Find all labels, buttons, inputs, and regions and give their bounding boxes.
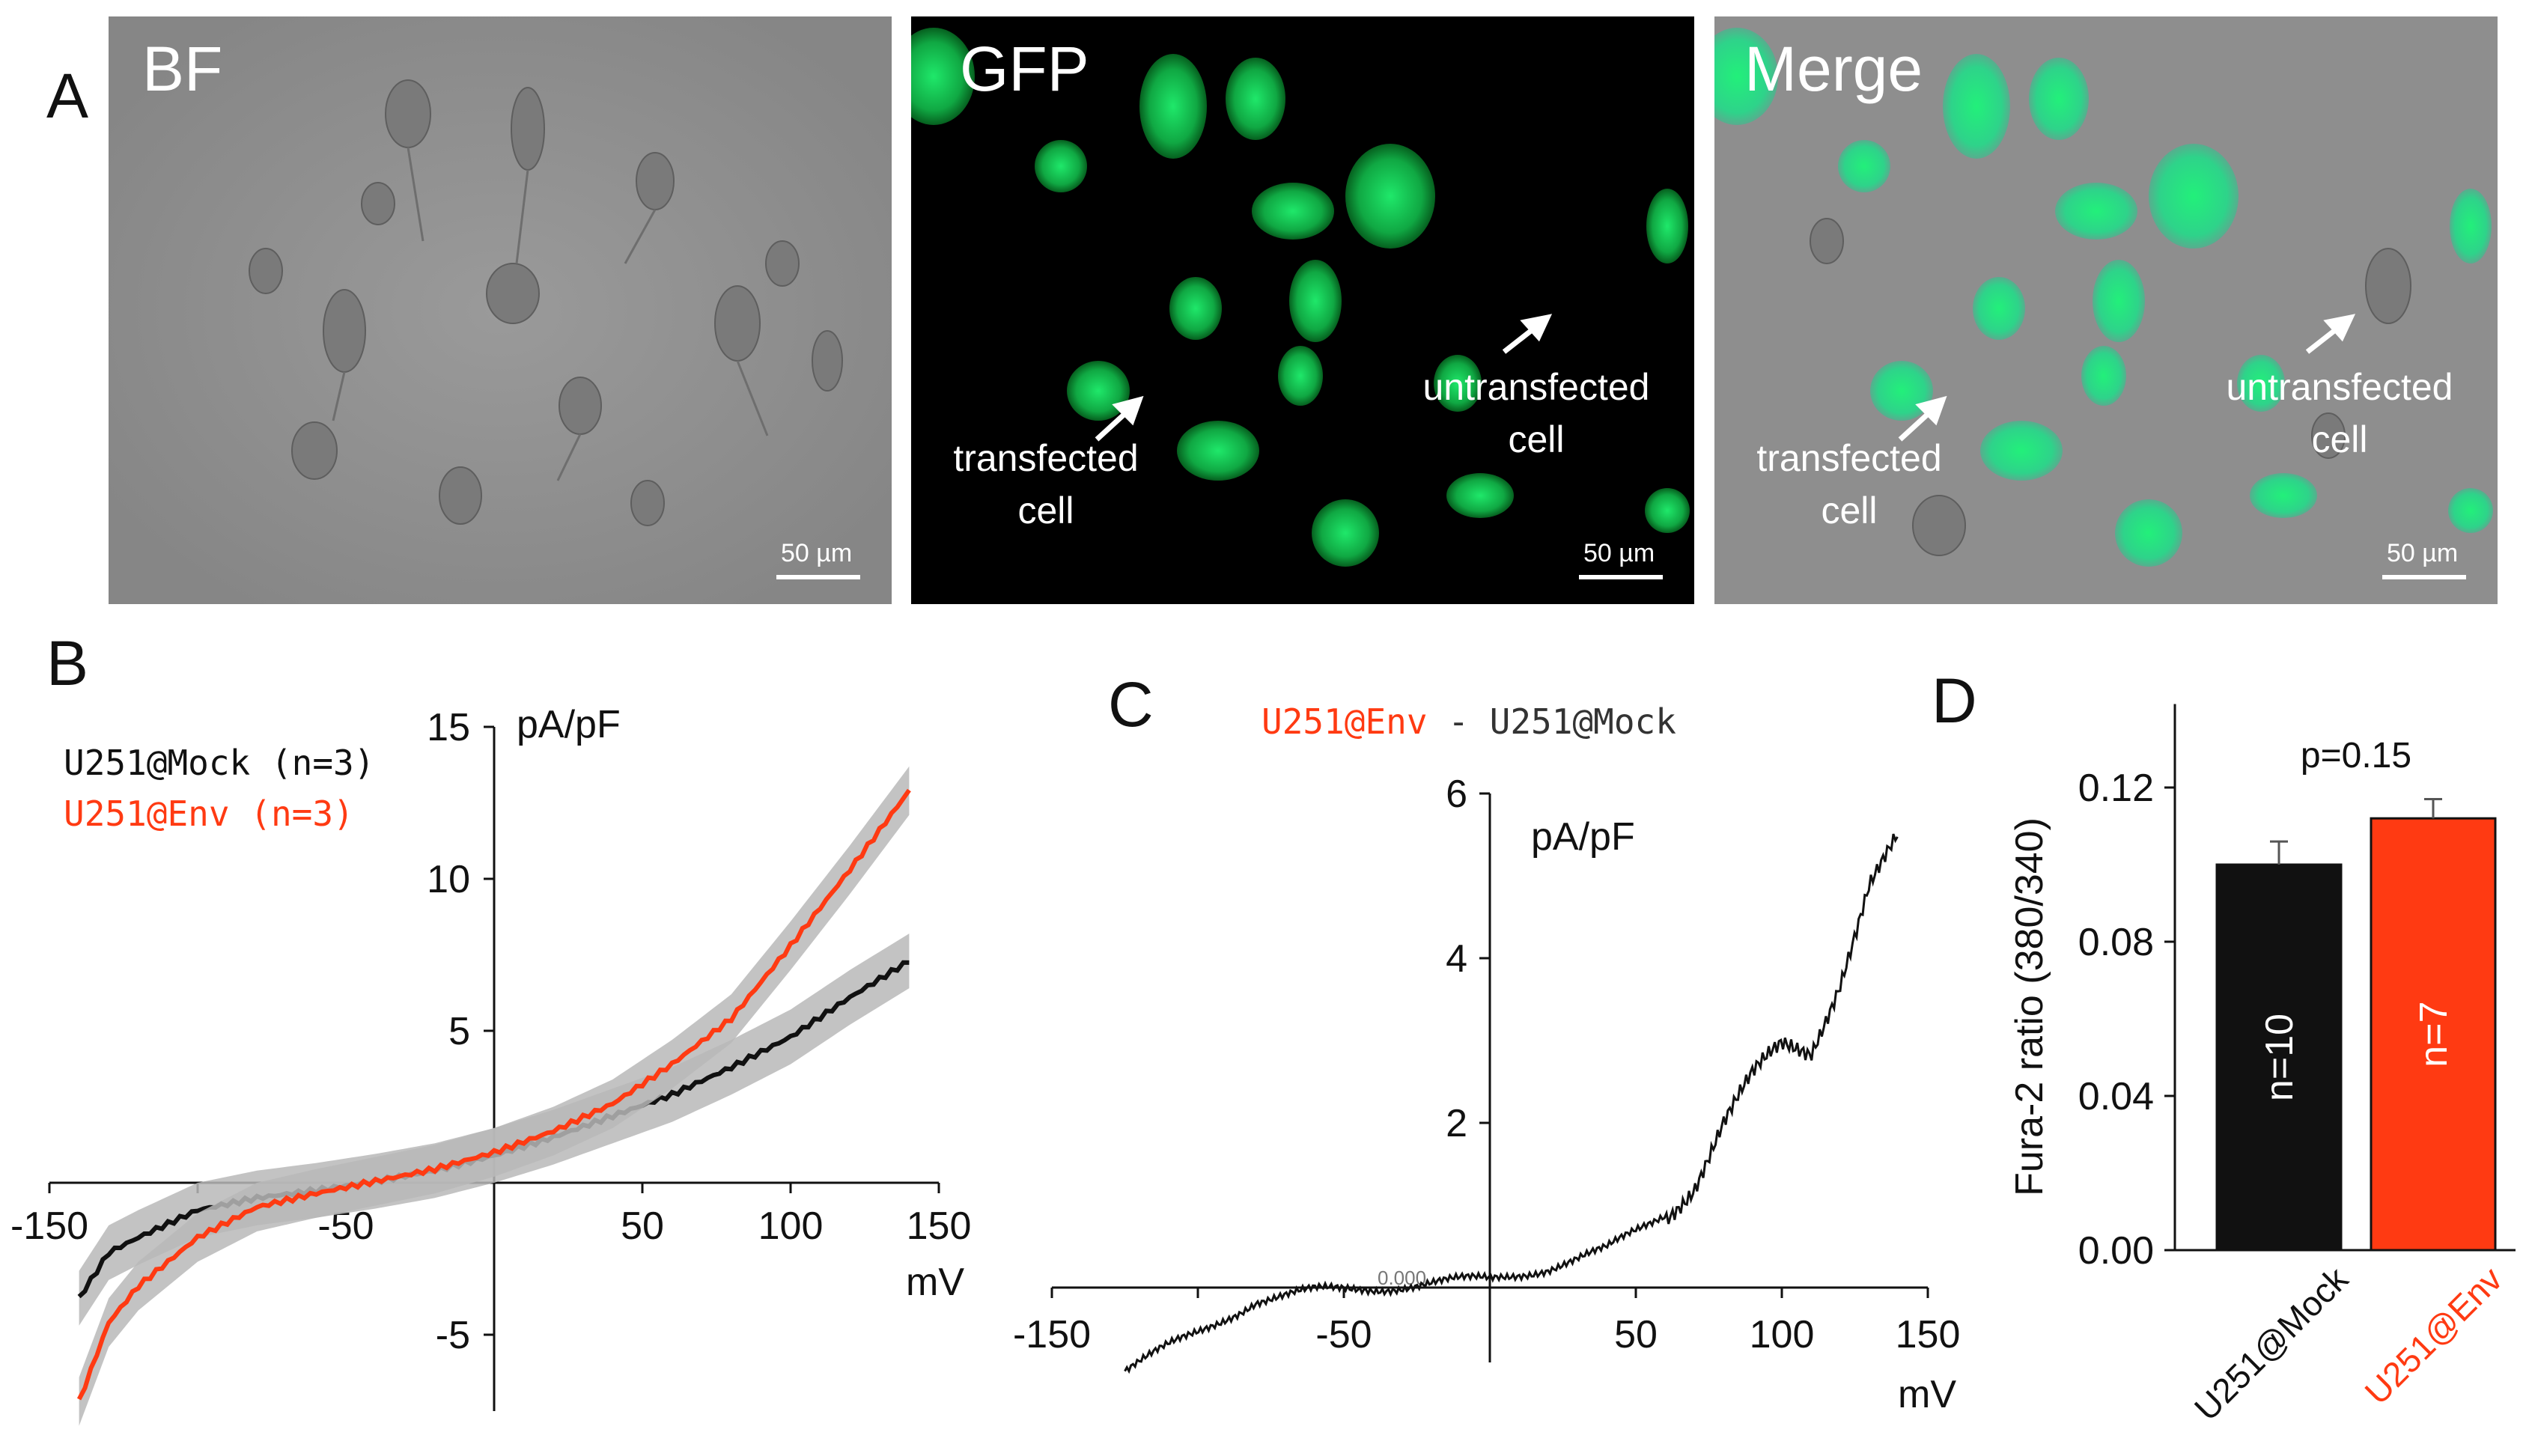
transfected-cell-label: transfected cell [1756, 437, 1942, 531]
x-tick-label: 150 [1896, 1313, 1961, 1356]
y-tick-label: 0.12 [2078, 767, 2154, 810]
untransfected-cell-label: untransfected cell [1422, 366, 1650, 460]
y-tick-label: 5 [448, 1010, 470, 1053]
gfp-cells-image [911, 16, 1694, 604]
scale-bar-label: 50 µm [781, 539, 853, 567]
transfected-cell-label: transfected cell [953, 437, 1139, 531]
y-tick-label: 15 [427, 706, 470, 749]
x-tick-label: 50 [621, 1204, 664, 1248]
y-axis-label: Fura-2 ratio (380/340) [2008, 817, 2051, 1196]
x-axis-label: mV [906, 1261, 964, 1304]
panel-letter-c: C [1108, 669, 1154, 740]
micrograph-gfp: GFP transfected cell untransfected cell … [911, 16, 1694, 604]
arrow-icon [1898, 314, 2356, 442]
micrograph-merge: Merge transfected cell untransfected cel… [1714, 16, 2498, 604]
y-axis-label: pA/pF [1531, 815, 1635, 859]
micrograph-title: GFP [960, 34, 1089, 104]
y-tick-label: 0.00 [2078, 1229, 2154, 1273]
x-tick-label: -150 [10, 1204, 88, 1248]
series-line [76, 788, 911, 1401]
scale-bar [776, 575, 860, 579]
arrow-icon [1095, 314, 1553, 442]
scale-bar-label: 50 µm [2387, 539, 2459, 567]
x-axis-label: mV [1898, 1373, 1956, 1416]
bar [2215, 863, 2343, 1252]
bar-label: n=10 [2258, 1014, 2301, 1101]
x-tick-label: 100 [758, 1204, 824, 1248]
micrograph-title: Merge [1744, 34, 1923, 104]
micrograph-bf: BF 50 µm [109, 16, 892, 604]
x-tick-label: 50 [1614, 1313, 1658, 1356]
bar-label: n=7 [2412, 1001, 2456, 1067]
x-tick-label: -50 [1315, 1313, 1372, 1356]
legend-entry: U251@Mock (n=3) [64, 743, 374, 783]
x-tick-label: -150 [1013, 1313, 1091, 1356]
y-tick-label: 0.08 [2078, 921, 2154, 964]
panel-letter-a: A [46, 61, 89, 131]
panel-letter-d: D [1932, 665, 1977, 736]
p-value-annotation: p=0.15 [2301, 736, 2411, 776]
y-tick-label: 0.04 [2078, 1075, 2154, 1118]
bf-cells-image [109, 16, 892, 604]
x-tick-label: 150 [907, 1204, 972, 1248]
y-tick-label: 10 [427, 858, 470, 901]
chart-title-part: U251@Mock [1490, 701, 1676, 742]
chart-title: U251@Env - U251@Mock [1262, 701, 1676, 742]
scale-bar-label: 50 µm [1583, 539, 1655, 567]
panel-letter-b: B [46, 628, 88, 698]
category-label: U251@Env [2357, 1259, 2510, 1412]
category-label: U251@Mock [2187, 1259, 2356, 1428]
bar [2370, 817, 2497, 1252]
y-tick-label: 6 [1446, 773, 1467, 816]
chart-title-part: U251@Env [1262, 701, 1428, 742]
micrograph-title: BF [142, 34, 223, 104]
scale-bar [1579, 575, 1663, 579]
origin-label: 0.000 [1378, 1267, 1426, 1289]
legend-entry: U251@Env (n=3) [64, 794, 354, 834]
merge-cells-image [1714, 16, 2498, 604]
scale-bar [2382, 575, 2466, 579]
y-tick-label: 2 [1446, 1102, 1467, 1145]
untransfected-cell-label: untransfected cell [2226, 366, 2453, 460]
y-axis-label: pA/pF [517, 703, 621, 746]
y-tick-label: -5 [436, 1314, 470, 1357]
chart-title-part: - [1428, 701, 1490, 742]
series-1 [76, 766, 911, 1426]
series-line [1124, 833, 1899, 1374]
x-tick-label: 100 [1750, 1313, 1815, 1356]
y-tick-label: 4 [1446, 937, 1467, 981]
